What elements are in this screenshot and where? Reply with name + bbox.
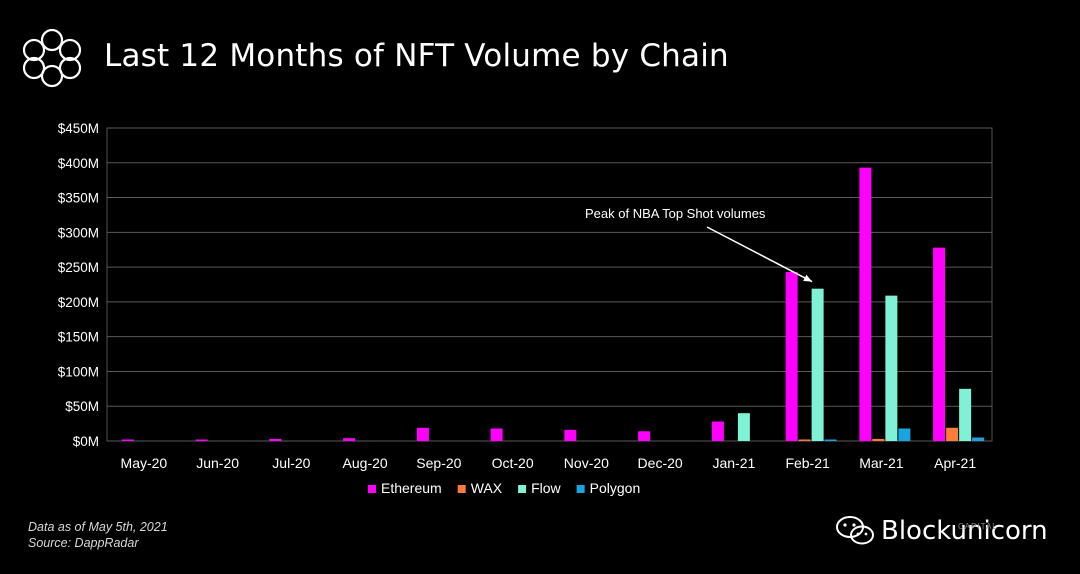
y-tick-label: $50M: [65, 399, 99, 414]
bar-wax-feb-21: [798, 439, 811, 441]
legend-swatch-ethereum: [368, 485, 376, 493]
bar-ethereum-jul-20: [269, 438, 282, 441]
y-tick-label: $100M: [58, 364, 99, 379]
bar-ethereum-apr-21: [933, 247, 946, 441]
x-tick-label: Jun-20: [196, 455, 239, 471]
x-tick-label: Mar-21: [859, 455, 904, 471]
watermark-text: Blockunicorn: [881, 516, 1048, 546]
y-tick-label: $250M: [58, 260, 99, 275]
x-tick-label: Dec-20: [638, 455, 683, 471]
bar-ethereum-sep-20: [416, 427, 429, 441]
legend-label-ethereum: Ethereum: [381, 480, 442, 496]
legend-label-polygon: Polygon: [590, 480, 641, 496]
legend-label-flow: Flow: [531, 480, 561, 496]
bar-polygon-feb-21: [824, 439, 837, 441]
bar-ethereum-mar-21: [859, 167, 872, 441]
bar-flow-feb-21: [811, 288, 824, 441]
annotation-arrow-line: [706, 226, 813, 283]
x-tick-label: May-20: [121, 455, 168, 471]
y-tick-label: $200M: [58, 295, 99, 310]
x-tick-label: Jul-20: [272, 455, 310, 471]
data-date-note: Data as of May 5th, 2021: [28, 520, 168, 534]
y-tick-label: $150M: [58, 330, 99, 345]
annotation-arrow-head: [803, 274, 813, 282]
bar-flow-mar-21: [885, 295, 898, 441]
bar-ethereum-may-20: [121, 439, 134, 441]
x-tick-label: Oct-20: [492, 455, 534, 471]
y-tick-label: $350M: [58, 191, 99, 206]
bar-wax-apr-21: [946, 427, 959, 441]
bar-polygon-mar-21: [898, 428, 911, 441]
bar-flow-apr-21: [959, 388, 972, 441]
brand-logo-icon: [22, 28, 82, 88]
bar-ethereum-jun-20: [195, 439, 208, 441]
page-title: Last 12 Months of NFT Volume by Chain: [104, 38, 729, 74]
plot-area: [106, 127, 993, 442]
legend-swatch-wax: [457, 485, 466, 493]
bar-flow-jan-21: [737, 413, 750, 441]
x-tick-label: Sep-20: [416, 455, 461, 471]
legend-swatch-polygon: [576, 485, 585, 493]
y-tick-label: $450M: [58, 121, 99, 136]
watermark: Blockunicorn: [835, 508, 1065, 554]
x-tick-label: Aug-20: [343, 455, 388, 471]
x-tick-label: Apr-21: [934, 455, 976, 471]
bar-ethereum-feb-21: [785, 271, 798, 441]
y-tick-label: $0M: [73, 434, 99, 449]
wechat-icon: [836, 516, 874, 545]
bar-wax-mar-21: [872, 438, 885, 441]
x-tick-label: Jan-21: [712, 455, 755, 471]
x-tick-label: Feb-21: [785, 455, 830, 471]
y-tick-label: $300M: [58, 225, 99, 240]
legend-swatch-flow: [518, 485, 527, 493]
watermark-subtext: CAPITAL: [958, 522, 998, 531]
annotation-text: Peak of NBA Top Shot volumes: [585, 206, 766, 221]
bar-polygon-apr-21: [972, 437, 985, 441]
bar-ethereum-aug-20: [343, 438, 356, 441]
legend-label-wax: WAX: [471, 480, 503, 496]
y-tick-label: $400M: [58, 156, 99, 171]
x-tick-label: Nov-20: [564, 455, 609, 471]
bar-ethereum-oct-20: [490, 428, 503, 441]
bar-ethereum-nov-20: [564, 429, 577, 441]
bar-ethereum-jan-21: [711, 421, 724, 441]
source-note: Source: DappRadar: [28, 536, 139, 550]
bar-ethereum-dec-20: [638, 431, 651, 441]
